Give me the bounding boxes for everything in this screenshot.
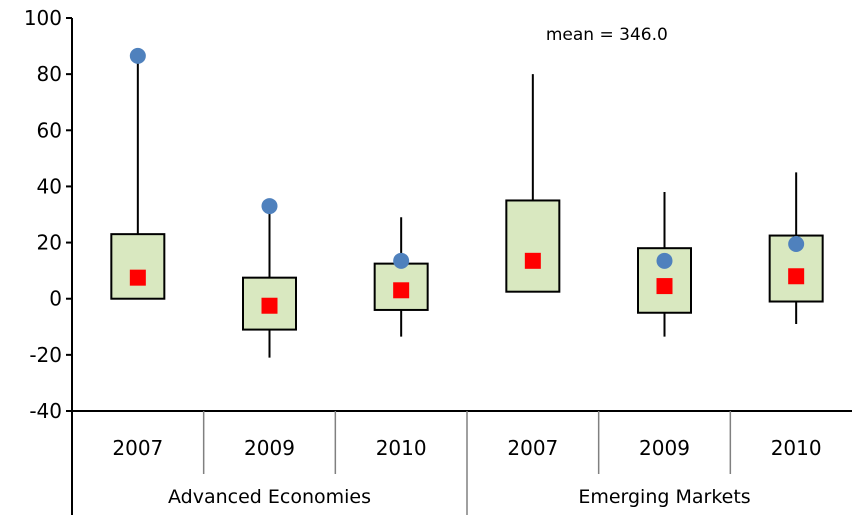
y-tick-label: -40: [29, 399, 62, 423]
annotations: mean = 346.0: [546, 25, 668, 45]
median-marker: [788, 268, 805, 285]
mean-marker: [129, 47, 146, 64]
mean-marker: [656, 252, 673, 269]
x-tick-label: 2009: [639, 436, 690, 460]
y-tick-label: 100: [24, 6, 62, 30]
mean-marker: [261, 198, 278, 215]
median-marker: [393, 282, 410, 299]
mean-markers: [129, 47, 805, 269]
x-tick-label: 2007: [507, 436, 558, 460]
median-marker: [524, 252, 541, 269]
median-markers: [129, 252, 805, 314]
mean-marker: [788, 235, 805, 252]
group-labels: Advanced Economies Emerging Markets: [168, 486, 751, 508]
y-tick-label: 20: [37, 231, 62, 255]
median-marker: [261, 297, 278, 314]
x-tick-label: 2009: [244, 436, 295, 460]
mean-annotation: mean = 346.0: [546, 25, 668, 45]
y-axis-ticks: 100 80 60 40 20 0 -20 -40: [24, 6, 72, 423]
mean-marker: [393, 252, 410, 269]
group-label: Advanced Economies: [168, 486, 371, 508]
x-tick-label: 2007: [112, 436, 163, 460]
y-tick-label: 80: [37, 62, 62, 86]
x-axis-labels: 2007 2009 2010 2007 2009 2010: [112, 436, 821, 460]
x-tick-label: 2010: [376, 436, 427, 460]
box: [110, 233, 166, 300]
y-tick-label: 0: [49, 287, 62, 311]
box: [505, 199, 561, 293]
axes: [71, 18, 852, 515]
y-tick-label: 60: [37, 118, 62, 142]
x-tick-label: 2010: [771, 436, 822, 460]
boxes: [110, 199, 824, 331]
group-label: Emerging Markets: [578, 486, 750, 508]
median-marker: [129, 269, 146, 286]
whiskers: [136, 60, 798, 358]
median-marker: [656, 278, 673, 295]
y-tick-label: 40: [37, 174, 62, 198]
y-tick-label: -20: [29, 343, 62, 367]
